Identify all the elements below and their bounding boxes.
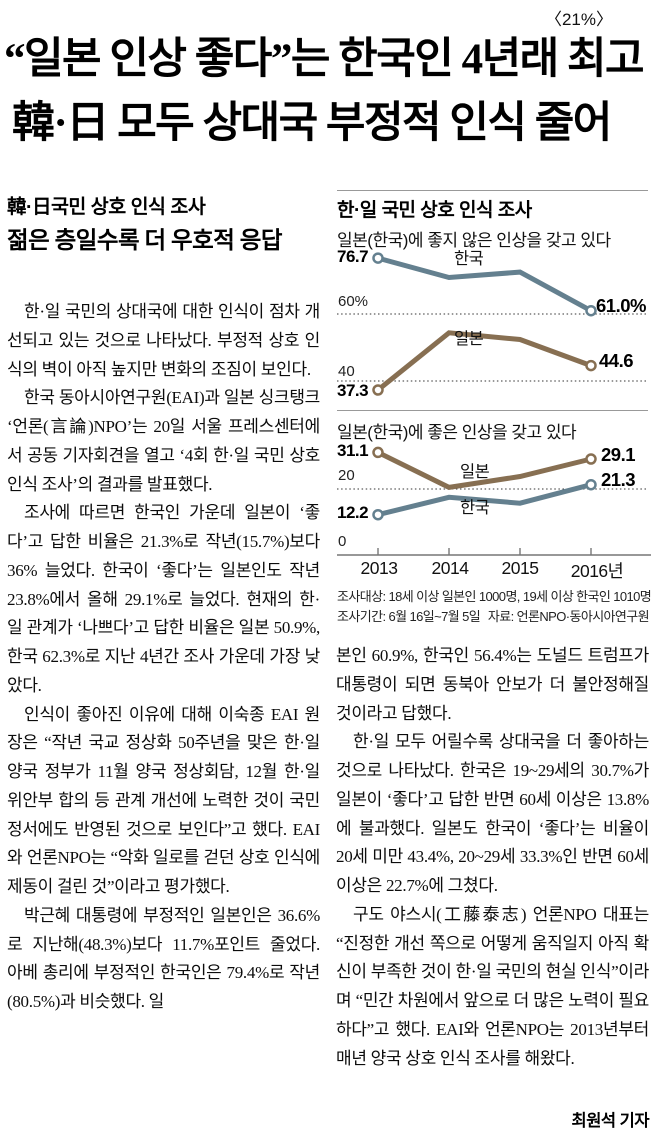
paragraph: 조사에 따르면 한국인 가운데 일본이 ‘좋다’고 답한 비율은 21.3%로 …: [7, 503, 320, 695]
japan-line-label: 일본: [460, 463, 490, 481]
korea-neg-2016-value: 61.0%: [596, 295, 646, 316]
japan-neg-2016-value: 44.6: [599, 350, 634, 371]
byline: 최원석 기자: [563, 1107, 650, 1131]
korea-pos-2016-value: 21.3: [601, 469, 636, 490]
x-tick-2014: 2014: [431, 558, 469, 578]
left-body-text: 한·일 국민의 상대국에 대한 인식이 점차 개선되고 있는 것으로 나타났다.…: [7, 298, 320, 1017]
paragraph: 인식이 좋아진 이유에 대해 이숙종 EAI 원장은 “작년 국교 정상화 50…: [7, 704, 320, 897]
japan-pos-2013-value: 31.1: [337, 441, 369, 460]
baseline-0-label: 0: [338, 533, 347, 550]
headline-line2: 韓·日 모두 상대국 부정적 인식 줄어: [12, 100, 612, 147]
paragraph: 한국 동아시아연구원(EAI)과 일본 싱크탱크 ‘언론(言論)NPO’는 20…: [7, 388, 320, 494]
x-tick-2013: 2013: [360, 558, 398, 578]
headline-line1: “일본 인상 좋다”는 한국인 4년래 최고: [4, 36, 645, 83]
japan-pos-2016-value: 29.1: [601, 444, 636, 465]
japan-line-label: 일본: [454, 330, 484, 348]
right-body-text: 본인 60.9%, 한국인 56.4%는 도널드 트럼프가 대통령이 되면 동북…: [336, 642, 649, 1073]
chart2-subtitle: 일본(한국)에 좋은 인상을 갖고 있다: [337, 423, 577, 442]
right-column: 본인 60.9%, 한국인 56.4%는 도널드 트럼프가 대통령이 되면 동북…: [336, 642, 650, 1132]
chart-canvas: [337, 190, 651, 556]
footnote-sample: 조사대상: 18세 이상 일본인 1000명, 19세 이상 한국인 1010명: [337, 589, 652, 604]
x-tick-2016: 2016년: [570, 561, 624, 581]
subhead-youth: 젊은 층일수록 더 우호적 응답: [7, 228, 282, 254]
subhead-survey: 韓·日국민 상호 인식 조사: [7, 196, 206, 218]
paragraph: 한·일 모두 어릴수록 상대국을 더 좋아하는 것으로 나타났다. 한국은 19…: [336, 732, 649, 895]
infographic-title: 한·일 국민 상호 인식 조사: [337, 200, 532, 221]
gridline-40-label: 40: [338, 363, 355, 380]
paragraph: 한·일 국민의 상대국에 대한 인식이 점차 개선되고 있는 것으로 나타났다.…: [7, 302, 320, 379]
chart1-subtitle: 일본(한국)에 좋지 않은 인상을 갖고 있다: [337, 231, 611, 250]
korea-line-label: 한국: [460, 499, 490, 517]
korea-line-label: 한국: [454, 250, 484, 268]
x-tick-2015: 2015: [501, 558, 539, 578]
paragraph: 구도 야스시(工藤泰志) 언론NPO 대표는 “진정한 개선 쪽으로 어떻게 움…: [336, 904, 649, 1068]
gridline-60-label: 60%: [338, 293, 369, 310]
footnote-period: 조사기간: 6월 16일~7월 5일: [337, 609, 481, 624]
survey-infographic: 한·일 국민 상호 인식 조사 일본(한국)에 좋지 않은 인상을 갖고 있다 …: [330, 190, 653, 635]
issue-mark: 〈21%〉: [544, 10, 613, 29]
footnote-source: 자료: 언론NPO·동아시아연구원: [487, 609, 650, 624]
japan-neg-2013-value: 37.3: [337, 381, 369, 400]
gridline-20-label: 20: [338, 467, 355, 484]
paragraph: 본인 60.9%, 한국인 56.4%는 도널드 트럼프가 대통령이 되면 동북…: [336, 646, 649, 723]
korea-pos-2013-value: 12.2: [337, 503, 369, 522]
korea-neg-2013-value: 76.7: [337, 247, 369, 266]
paragraph: 박근혜 대통령에 부정적인 일본인은 36.6%로 지난해(48.3%)보다 1…: [7, 905, 320, 1011]
